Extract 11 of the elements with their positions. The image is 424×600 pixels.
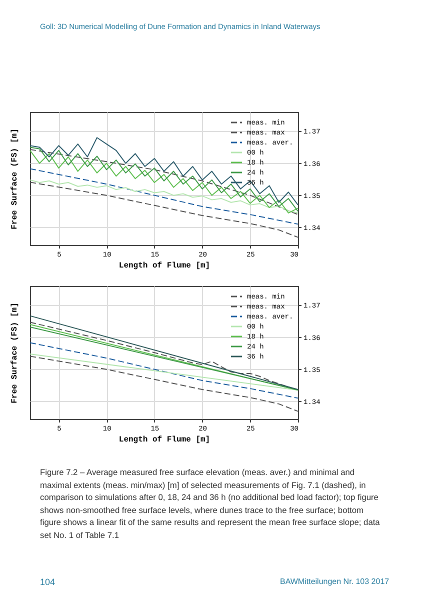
x-axis-title: Length of Flume [m] xyxy=(118,436,210,444)
text: 104 xyxy=(40,577,56,587)
line-series xyxy=(30,168,298,225)
line-series xyxy=(30,179,298,214)
line-series xyxy=(30,342,298,399)
line-series xyxy=(30,137,298,206)
y-axis-title: Free Surface (FS) [m] xyxy=(10,302,20,404)
caption: Figure 7.2 – Average measured free surface elevation (meas. aver.) and minimal and maximal extents (meas. min/max) [m] of selected measurements of Fig. 7.1 (dashed), in comparison to simulations after 0, 18, 24 and 36 h (no additional bed load factor); top figure shows non-smoothed free surface levels, where dunes trace to the free surface; bottom figure shows a linear fit of the same results and represent the mean free surface slope; data set No. 1 of Table 7.1 xyxy=(40,466,381,542)
text: BAWMitteilungen Nr. 103 2017 xyxy=(280,577,390,586)
y-axis-title: Free Surface (FS) [m] xyxy=(10,128,20,230)
x-axis-title: Length of Flume [m] xyxy=(118,262,210,270)
